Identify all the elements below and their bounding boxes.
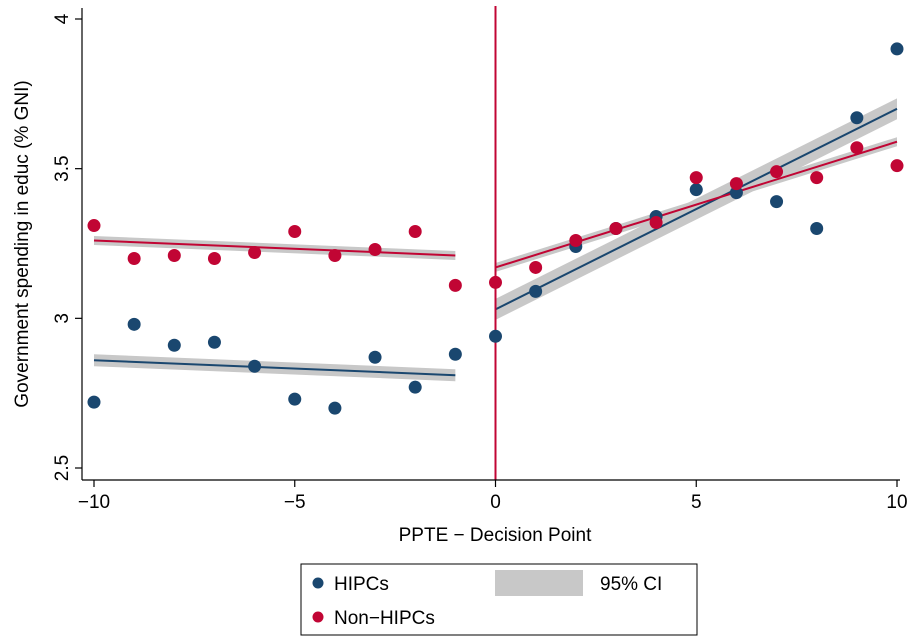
hipc-point	[368, 350, 382, 364]
y-tick-label: 3.5	[52, 155, 73, 181]
nonhipc-point	[529, 260, 543, 274]
x-tick-label: −5	[284, 492, 306, 513]
nonhipc-point	[609, 222, 623, 236]
nonhipc-point	[328, 248, 342, 262]
x-tick-label: 0	[490, 492, 501, 513]
nonhipc-point	[87, 219, 101, 233]
x-tick-label: 10	[886, 492, 907, 513]
hipc-fit-pre-fit-line	[93, 359, 456, 377]
nonhipc-point	[448, 278, 462, 292]
hipc-point	[408, 380, 422, 394]
hipc-point	[489, 329, 502, 343]
hipc-point	[207, 335, 221, 349]
hipc-point	[529, 284, 543, 298]
nonhipc-point	[127, 251, 141, 265]
nonhipc-point	[850, 141, 864, 155]
nonhipc-point	[167, 248, 181, 262]
y-tick-label: 2.5	[52, 455, 73, 481]
fit-lines	[93, 107, 898, 377]
legend-hipc-label: HIPCs	[334, 574, 389, 595]
hipc-point	[689, 183, 703, 197]
x-ticks: −10 −5 0 5 10	[78, 480, 908, 513]
nonhipc-point	[248, 245, 262, 259]
nonhipc-point	[890, 159, 904, 173]
legend-ci-label: 95% CI	[600, 574, 662, 595]
data-points	[87, 42, 904, 415]
nonhipc-point	[207, 251, 221, 265]
hipc-point	[890, 42, 904, 56]
nonhipc-point	[770, 165, 784, 179]
hipc-point	[127, 317, 141, 331]
legend-nonhipc-label: Non−HIPCs	[334, 608, 435, 629]
y-axis-title: Government spending in educ (% GNI)	[12, 80, 33, 407]
hipc-point	[810, 222, 824, 236]
hipc-point	[850, 111, 864, 125]
nonhipc-fit-pre-fit-line	[93, 239, 456, 257]
y-tick-label: 4	[52, 13, 73, 24]
y-tick-label: 3	[52, 313, 73, 324]
hipc-point	[87, 395, 101, 409]
nonhipc-fit-post-fit-line	[495, 140, 898, 269]
legend: HIPCs Non−HIPCs 95% CI	[300, 563, 698, 636]
legend-hipc-marker	[312, 577, 324, 589]
hipc-point	[288, 392, 302, 406]
axes	[81, 8, 900, 481]
legend-nonhipc-marker	[312, 611, 324, 623]
nonhipc-point	[489, 275, 502, 289]
hipc-point	[770, 195, 784, 209]
x-tick-label: 5	[691, 492, 702, 513]
hipc-point	[328, 401, 342, 415]
nonhipc-point	[729, 177, 743, 191]
hipc-point	[448, 347, 462, 361]
hipc-point	[248, 359, 262, 373]
nonhipc-point	[810, 171, 824, 185]
nonhipc-point	[569, 234, 583, 248]
nonhipc-point	[368, 242, 382, 256]
nonhipc-point	[408, 225, 422, 239]
hipc-point	[167, 338, 181, 352]
x-tick-label: −10	[78, 492, 110, 513]
x-axis-title: PPTE − Decision Point	[399, 525, 592, 546]
nonhipc-point	[288, 225, 302, 239]
nonhipc-point	[689, 171, 703, 185]
legend-ci-swatch	[495, 570, 583, 596]
hipc-fit-post-fit-line	[495, 107, 898, 311]
hipc-point	[729, 186, 743, 200]
nonhipc-point	[649, 216, 663, 230]
y-ticks: 2.5 3 3.5 4	[52, 13, 82, 481]
